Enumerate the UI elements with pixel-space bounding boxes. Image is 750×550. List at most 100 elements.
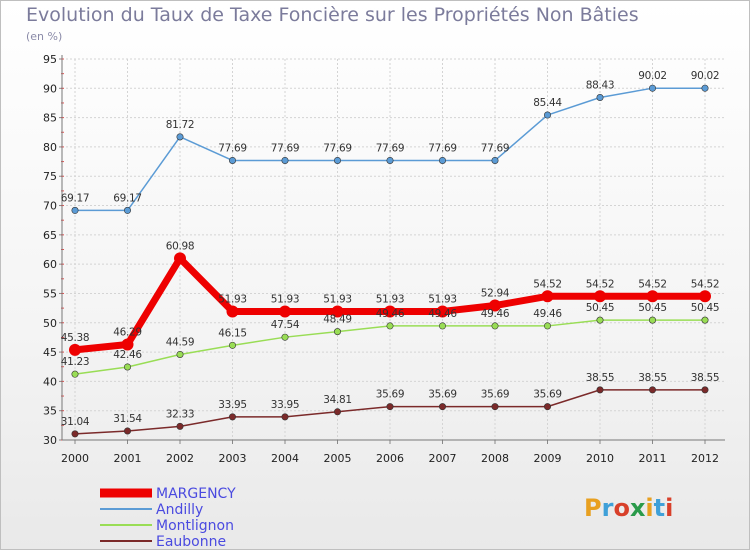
x-tick-label-2008: 2008 <box>481 452 509 465</box>
data-point-eaubonne <box>176 422 184 430</box>
data-point-andilly <box>176 133 184 141</box>
data-point-montlignon <box>386 322 394 330</box>
data-point-andilly <box>701 84 709 92</box>
data-point-montlignon <box>596 316 604 324</box>
data-label-montlignon: 50.45 <box>691 302 720 314</box>
data-point-margency <box>699 290 711 303</box>
data-point-montlignon <box>333 328 341 336</box>
y-tick-label-95: 95 <box>43 53 57 66</box>
data-label-eaubonne: 35.69 <box>376 389 405 401</box>
data-point-eaubonne <box>543 403 551 411</box>
x-tick-label-2009: 2009 <box>534 452 562 465</box>
data-point-eaubonne <box>491 403 499 411</box>
data-point-andilly <box>596 94 604 102</box>
data-point-eaubonne <box>648 386 656 394</box>
legend-label-margency: MARGENCY <box>156 486 236 502</box>
data-labels: 45.38 46.29 60.98 51.93 51.93 51.93 51.93 51.93… <box>61 70 720 428</box>
data-point-montlignon <box>176 350 184 358</box>
data-point-margency <box>279 305 291 318</box>
data-label-margency: 54.52 <box>691 278 720 290</box>
data-label-margency: 54.52 <box>533 278 562 290</box>
logo-letter: P <box>584 494 602 522</box>
y-axis-unit-label: (en %) <box>26 30 63 43</box>
data-point-montlignon <box>229 341 237 349</box>
legend-label-andilly: Andilly <box>156 502 203 518</box>
data-label-margency: 51.93 <box>428 293 457 305</box>
data-label-eaubonne: 38.55 <box>586 372 615 384</box>
series-lines <box>69 84 711 438</box>
data-label-montlignon: 50.45 <box>638 302 667 314</box>
data-point-eaubonne <box>124 427 132 435</box>
data-point-montlignon <box>543 322 551 330</box>
data-label-andilly: 69.17 <box>113 192 142 204</box>
data-label-eaubonne: 32.33 <box>166 408 195 420</box>
data-point-margency <box>646 290 659 303</box>
data-label-eaubonne: 33.95 <box>271 399 300 411</box>
y-tick-label-90: 90 <box>43 82 57 95</box>
data-label-andilly: 77.69 <box>218 142 247 154</box>
data-point-margency <box>121 338 134 351</box>
data-label-margency: 51.93 <box>218 293 247 305</box>
data-label-montlignon: 42.46 <box>113 349 142 361</box>
x-tick-label-2002: 2002 <box>166 452 194 465</box>
x-tick-label-2011: 2011 <box>639 452 667 465</box>
data-label-montlignon: 41.23 <box>61 356 90 368</box>
data-label-eaubonne: 33.95 <box>218 399 247 411</box>
data-point-andilly <box>543 111 551 119</box>
y-tick-label-85: 85 <box>43 112 57 125</box>
data-label-andilly: 77.69 <box>323 142 352 154</box>
data-point-andilly <box>386 156 394 164</box>
data-point-andilly <box>71 206 79 214</box>
data-label-margency: 46.29 <box>113 327 142 339</box>
y-tick-label-45: 45 <box>43 346 57 359</box>
data-label-andilly: 69.17 <box>61 192 90 204</box>
data-label-margency: 45.38 <box>61 332 90 344</box>
data-point-montlignon <box>648 316 656 324</box>
data-point-margency <box>174 252 186 265</box>
data-label-andilly: 90.02 <box>638 70 667 82</box>
data-point-margency <box>331 305 344 318</box>
y-tick-label-55: 55 <box>43 287 57 300</box>
data-label-montlignon: 49.46 <box>533 308 562 320</box>
y-tick-label-60: 60 <box>43 258 57 271</box>
data-label-andilly: 85.44 <box>533 97 562 109</box>
data-point-eaubonne <box>701 386 709 394</box>
data-label-margency: 52.94 <box>481 288 510 300</box>
data-label-andilly: 77.69 <box>271 142 300 154</box>
x-tick-label-2006: 2006 <box>376 452 404 465</box>
data-label-margency: 51.93 <box>376 293 405 305</box>
y-tick-label-70: 70 <box>43 200 57 213</box>
data-label-montlignon: 47.54 <box>271 319 300 331</box>
chart-title: Evolution du Taux de Taxe Foncière sur l… <box>26 4 639 26</box>
data-label-andilly: 77.69 <box>481 142 510 154</box>
data-point-margency <box>541 290 554 303</box>
data-point-margency <box>384 305 396 318</box>
data-point-andilly <box>281 156 289 164</box>
logo-letter: t <box>654 494 665 522</box>
data-label-margency: 51.93 <box>323 293 352 305</box>
data-label-eaubonne: 35.69 <box>428 389 457 401</box>
x-tick-label-2000: 2000 <box>61 452 89 465</box>
data-label-eaubonne: 38.55 <box>638 372 667 384</box>
logo-letter: x <box>630 494 646 522</box>
data-label-eaubonne: 34.81 <box>323 394 352 406</box>
data-label-margency: 51.93 <box>271 293 300 305</box>
data-label-eaubonne: 38.55 <box>691 372 720 384</box>
data-point-andilly <box>491 156 499 164</box>
data-point-eaubonne <box>333 408 341 416</box>
x-tick-label-2010: 2010 <box>586 452 614 465</box>
data-point-montlignon <box>701 316 709 324</box>
data-point-eaubonne <box>281 413 289 421</box>
y-tick-label-65: 65 <box>43 229 57 242</box>
logo-letter: i <box>645 494 653 522</box>
data-label-eaubonne: 35.69 <box>481 389 510 401</box>
data-label-montlignon: 49.46 <box>428 308 457 320</box>
legend-label-montlignon: Montlignon <box>156 518 234 534</box>
data-label-andilly: 88.43 <box>586 80 615 92</box>
data-label-montlignon: 49.46 <box>376 308 405 320</box>
y-tick-label-35: 35 <box>43 405 57 418</box>
data-label-eaubonne: 31.54 <box>113 413 142 425</box>
y-tick-label-75: 75 <box>43 170 57 183</box>
logo-letter: i <box>665 494 673 522</box>
